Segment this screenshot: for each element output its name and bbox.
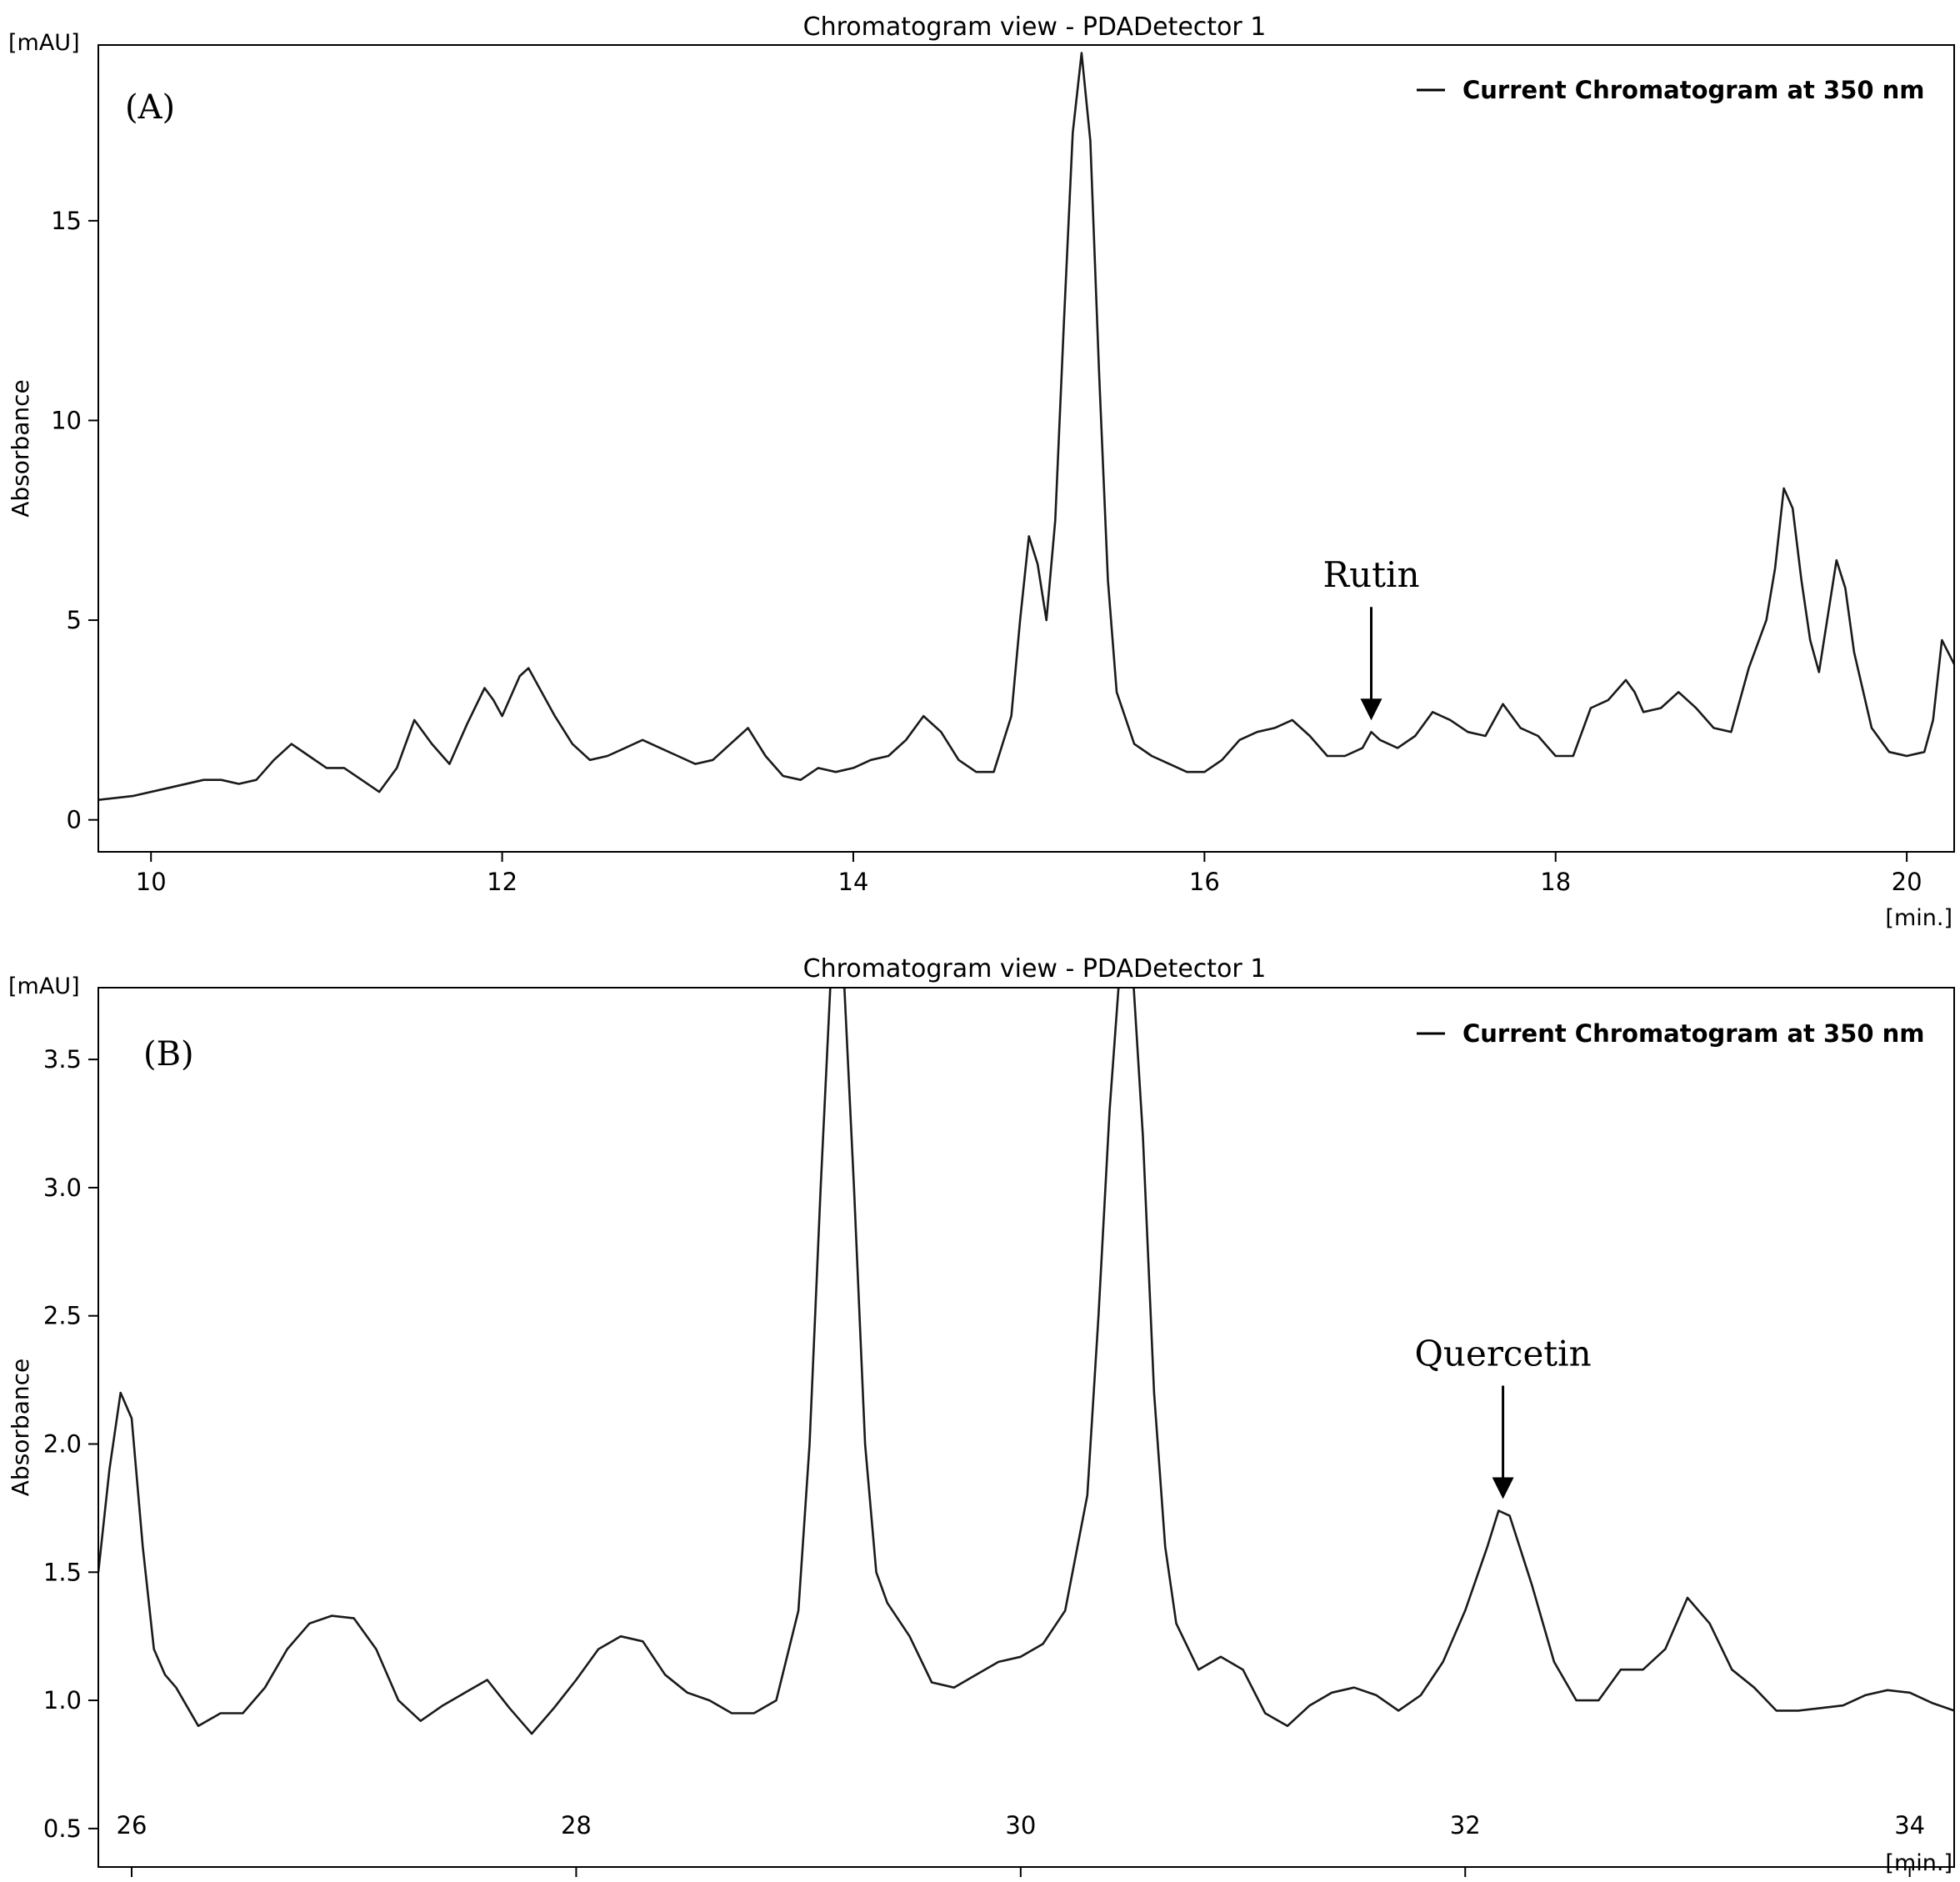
chart-title: Chromatogram view - PDADetector 1 [803, 954, 1267, 984]
y-tick-label: 10 [51, 406, 82, 434]
y-tick-label: 5 [67, 606, 82, 634]
x-unit-label: [min.] [1885, 1850, 1952, 1876]
legend-label: Current Chromatogram at 350 nm [1462, 1019, 1925, 1048]
x-tick-label: 18 [1540, 868, 1571, 896]
y-tick-label: 2.5 [43, 1302, 82, 1330]
x-tick-label: 16 [1189, 868, 1220, 896]
x-tick-label: 28 [561, 1811, 592, 1839]
x-tick-label: 12 [487, 868, 518, 896]
y-tick-label: 0.5 [43, 1814, 82, 1843]
y-tick-label: 1.0 [43, 1686, 82, 1714]
series-line-1 [98, 52, 1954, 801]
y-tick-label: 3.0 [43, 1174, 82, 1202]
y-tick-label: 2.0 [43, 1429, 82, 1458]
annotation-label: Rutin [1322, 554, 1419, 595]
x-tick-label: 34 [1894, 1811, 1925, 1839]
x-tick-label: 20 [1892, 868, 1922, 896]
plot-frame [98, 44, 1955, 853]
plot-frame [98, 987, 1955, 1868]
x-tick-label: 26 [117, 1811, 148, 1839]
x-unit-label: [min.] [1885, 905, 1952, 931]
chart-title: Chromatogram view - PDADetector 1 [803, 13, 1267, 42]
x-tick-label: 14 [838, 868, 869, 896]
annotation-arrow-head [1360, 698, 1382, 721]
x-tick-label: 32 [1450, 1811, 1481, 1839]
y-unit-label: [mAU] [8, 30, 80, 56]
x-tick-label: 10 [136, 868, 167, 896]
y-tick-label: 0 [67, 806, 82, 834]
y-tick-label: 3.5 [43, 1045, 82, 1074]
y-tick-label: 1.5 [43, 1558, 82, 1586]
x-tick-label: 30 [1005, 1811, 1036, 1839]
y-axis-label: Absorbance [7, 379, 34, 517]
annotation-arrow-head [1492, 1477, 1514, 1499]
series-line-1 [98, 988, 1954, 1735]
y-tick-label: 15 [51, 207, 82, 235]
chart-panel-b: Chromatogram view - PDADetector 1 [mAU] 26… [7, 954, 1955, 1877]
y-axis-label: Absorbance [7, 1359, 34, 1496]
panel-label: (B) [143, 1035, 194, 1074]
y-unit-label: [mAU] [8, 974, 80, 999]
panel-label: (A) [125, 88, 175, 127]
legend-label: Current Chromatogram at 350 nm [1462, 76, 1925, 104]
annotation-label: Quercetin [1415, 1333, 1592, 1374]
chart-panel-a: Chromatogram view - PDADetector 1 [mAU] 10… [7, 13, 1955, 931]
